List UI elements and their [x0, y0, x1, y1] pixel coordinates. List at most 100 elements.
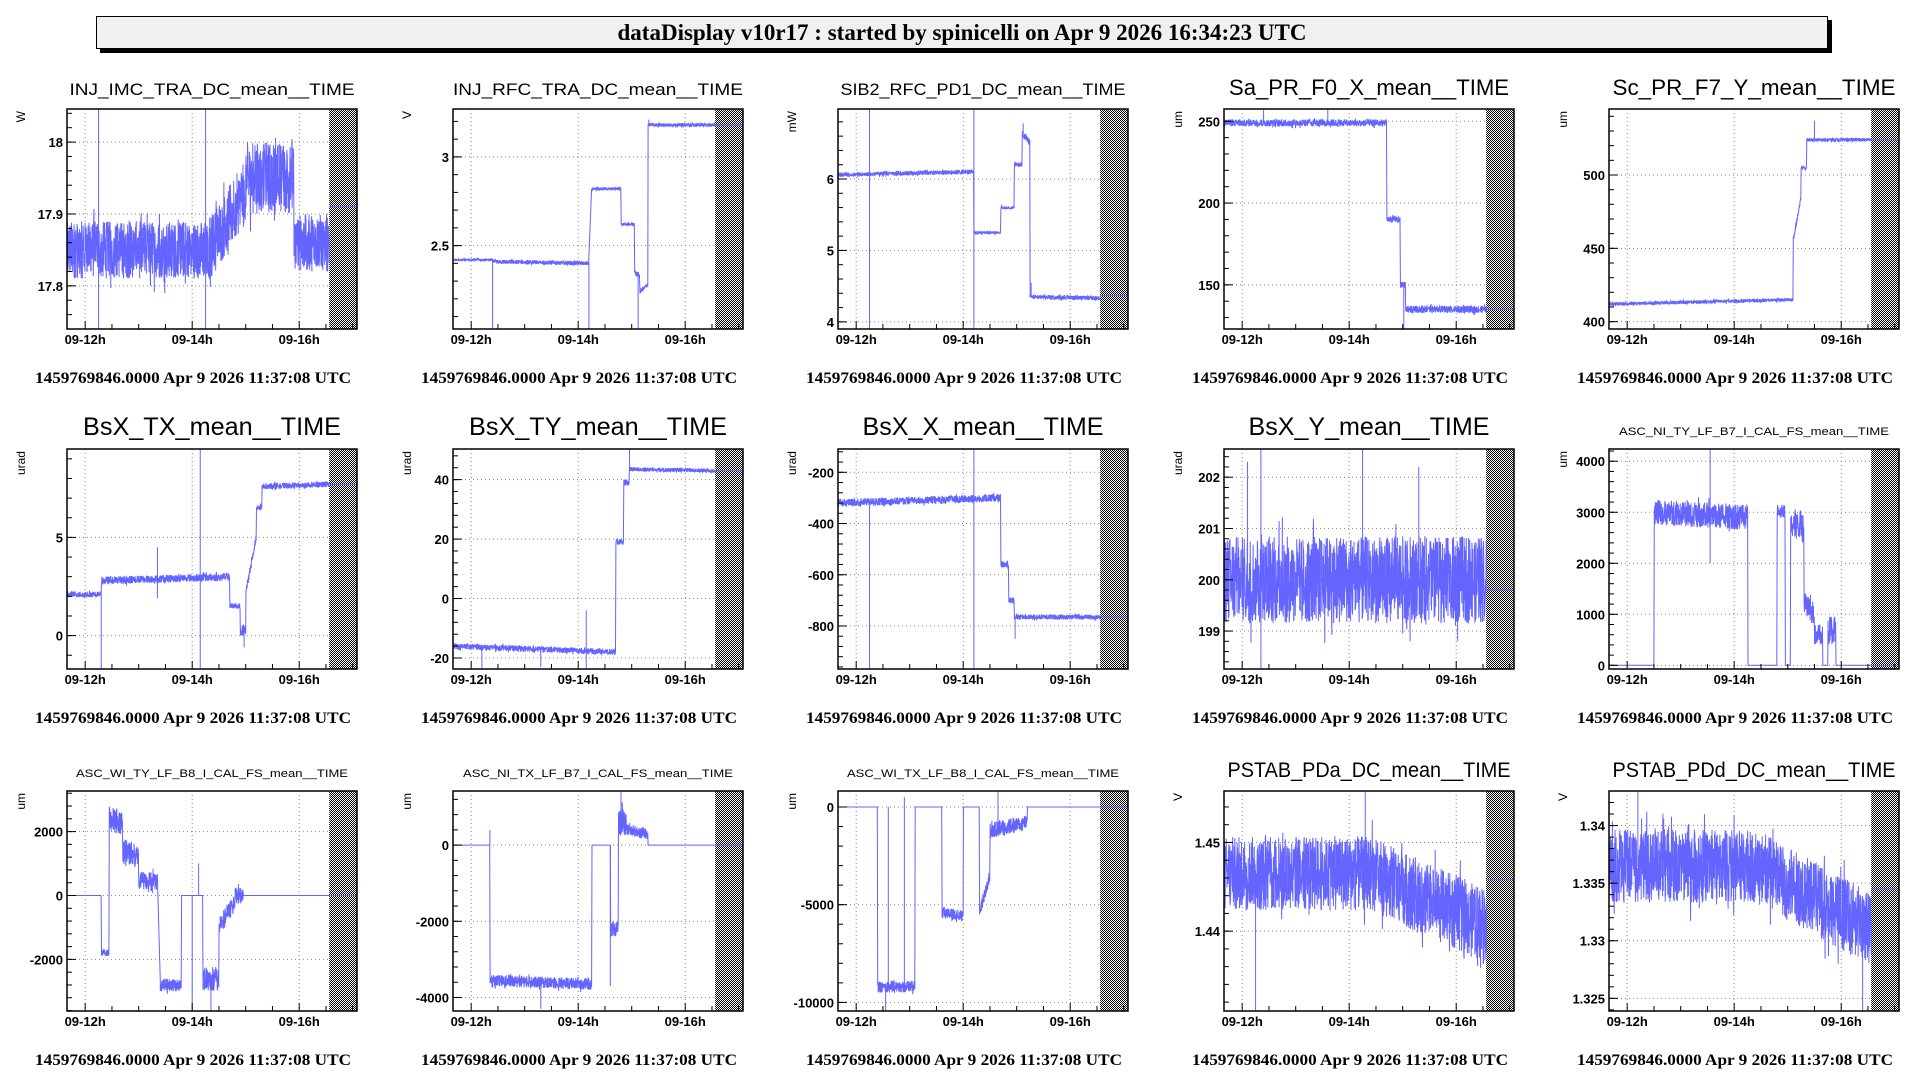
no-data-region — [714, 791, 743, 1011]
chart-svg: SIB2_RFC_PD1_DC_mean__TIME mW 09-12h 09-14h… — [785, 80, 1129, 387]
chart-panel: ASC_WI_TY_LF_B8_I_CAL_FS_mean__TIME um 09-… — [0, 705, 386, 1085]
no-data-region — [714, 449, 743, 669]
plot-timestamp: 1459769846.0000 Apr 9 2026 11:37:08 UTC — [806, 710, 1122, 727]
plot-title: INJ_IMC_TRA_DC_mean__TIME — [70, 80, 355, 99]
x-tick-label: 09-16h — [1435, 332, 1476, 347]
y-tick-label: 200 — [1198, 573, 1220, 588]
plot-title: PSTAB_PDd_DC_mean__TIME — [1613, 759, 1896, 782]
chart-svg: PSTAB_PDd_DC_mean__TIME V 09-12h 09-14h 09-1… — [1556, 759, 1900, 1069]
plot-timestamp: 1459769846.0000 Apr 9 2026 11:37:08 UTC — [1577, 370, 1893, 387]
y-tick-label: 18 — [49, 135, 63, 150]
y-axis-unit: um — [1556, 451, 1570, 468]
y-tick-label: 1.325 — [1572, 991, 1605, 1006]
x-tick-label: 09-14h — [943, 672, 984, 687]
chart-panel: Sc_PR_F7_Y_mean__TIME um 09-12h 09-14h 09-16… — [1542, 23, 1916, 403]
data-trace — [838, 493, 1101, 621]
plot-timestamp: 1459769846.0000 Apr 9 2026 11:37:08 UTC — [421, 1052, 737, 1069]
plot-frame — [837, 108, 1129, 330]
x-tick-label: 09-12h — [1221, 332, 1262, 347]
data-trace — [838, 131, 1101, 302]
y-axis-unit: um — [1556, 111, 1570, 128]
plot-frame — [837, 790, 1129, 1012]
x-tick-label: 09-16h — [1050, 672, 1091, 687]
x-tick-label: 09-16h — [1050, 332, 1091, 347]
x-tick-label: 09-14h — [943, 332, 984, 347]
y-axis-unit: V — [1171, 793, 1185, 801]
plot-timestamp: 1459769846.0000 Apr 9 2026 11:37:08 UTC — [1577, 1052, 1893, 1069]
data-trace — [452, 121, 716, 294]
no-data-region — [1871, 109, 1899, 329]
x-tick-label: 09-14h — [1328, 1014, 1369, 1029]
no-data-region — [329, 449, 357, 669]
y-tick-label: 0 — [441, 592, 448, 607]
y-tick-label: 450 — [1583, 241, 1605, 256]
plot-timestamp: 1459769846.0000 Apr 9 2026 11:37:08 UTC — [1192, 1052, 1508, 1069]
x-tick-label: 09-14h — [943, 1014, 984, 1029]
plot-title: BsX_TY_mean__TIME — [469, 413, 727, 441]
y-axis-unit: um — [400, 793, 414, 810]
plot-timestamp: 1459769846.0000 Apr 9 2026 11:37:08 UTC — [35, 1052, 351, 1069]
x-tick-label: 09-12h — [450, 672, 491, 687]
plot-frame — [1222, 790, 1515, 1012]
no-data-region — [329, 109, 357, 329]
y-tick-label: 2000 — [34, 825, 63, 840]
y-tick-label: 3000 — [1576, 505, 1605, 520]
y-tick-label: 1.45 — [1194, 835, 1219, 850]
data-trace — [1609, 811, 1872, 964]
data-trace — [1223, 517, 1487, 643]
y-tick-label: 1.34 — [1580, 819, 1606, 834]
x-tick-label: 09-16h — [1435, 672, 1476, 687]
chart-svg: INJ_IMC_TRA_DC_mean__TIME W 09-12h 09-14h 09… — [14, 80, 358, 387]
plot-title: INJ_RFC_TRA_DC_mean__TIME — [453, 80, 743, 99]
y-axis-unit: um — [1171, 111, 1185, 128]
y-tick-label: 400 — [1583, 315, 1605, 330]
plot-title: ASC_NI_TX_LF_B7_I_CAL_FS_mean__TIME — [463, 768, 733, 780]
y-tick-label: 20 — [434, 532, 448, 547]
y-tick-label: 201 — [1198, 521, 1220, 536]
x-tick-label: 09-12h — [836, 672, 877, 687]
y-tick-label: 500 — [1583, 168, 1605, 183]
y-tick-label: 2.5 — [430, 239, 448, 254]
x-tick-label: 09-12h — [836, 332, 877, 347]
plot-title: Sc_PR_F7_Y_mean__TIME — [1613, 75, 1896, 100]
y-tick-label: 0 — [1598, 658, 1605, 673]
y-tick-label: 202 — [1198, 470, 1220, 485]
y-axis-unit: mW — [785, 110, 799, 132]
x-tick-label: 09-12h — [450, 1014, 491, 1029]
no-data-region — [1100, 449, 1128, 669]
chart-panel: Sa_PR_F0_X_mean__TIME um 09-12h 09-14h 09-16… — [1157, 23, 1543, 403]
x-tick-label: 09-16h — [1821, 672, 1862, 687]
x-tick-label: 09-16h — [664, 1014, 705, 1029]
plot-frame — [66, 790, 358, 1012]
y-axis-unit: um — [14, 793, 28, 810]
x-tick-label: 09-12h — [836, 1014, 877, 1029]
no-data-region — [329, 791, 357, 1011]
x-tick-label: 09-12h — [1607, 1014, 1648, 1029]
plot-timestamp: 1459769846.0000 Apr 9 2026 11:37:08 UTC — [35, 370, 351, 387]
data-trace — [1223, 819, 1487, 968]
x-tick-label: 09-14h — [172, 332, 213, 347]
y-axis-unit: V — [400, 111, 414, 119]
plot-frame — [451, 790, 744, 1012]
x-tick-label: 09-14h — [1714, 332, 1755, 347]
y-axis-unit: um — [785, 793, 799, 810]
x-tick-label: 09-12h — [1221, 672, 1262, 687]
y-tick-label: -5000 — [801, 898, 834, 913]
y-tick-label: -200 — [808, 465, 834, 480]
x-tick-label: 09-14h — [172, 1014, 213, 1029]
x-tick-label: 09-16h — [1050, 1014, 1091, 1029]
x-tick-label: 09-14h — [1714, 672, 1755, 687]
plot-frame — [66, 108, 358, 330]
no-data-region — [1871, 791, 1899, 1011]
plot-frame — [66, 448, 358, 670]
x-tick-label: 09-14h — [1328, 332, 1369, 347]
x-tick-label: 09-16h — [279, 332, 320, 347]
y-tick-label: 199 — [1198, 624, 1220, 639]
x-tick-label: 09-12h — [1607, 332, 1648, 347]
no-data-region — [714, 109, 743, 329]
